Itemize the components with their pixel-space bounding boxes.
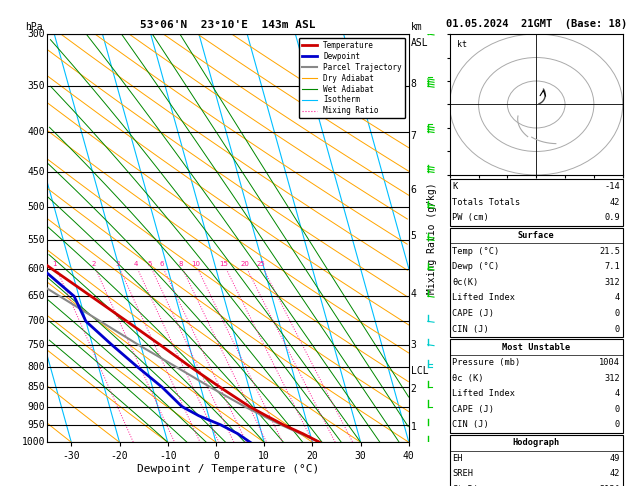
- Text: LCL: LCL: [411, 366, 428, 376]
- Text: Lifted Index: Lifted Index: [452, 389, 515, 398]
- Text: Totals Totals: Totals Totals: [452, 198, 521, 207]
- Text: 2: 2: [91, 261, 96, 267]
- Text: ASL: ASL: [411, 38, 428, 48]
- Text: 850: 850: [28, 382, 45, 392]
- Text: 800: 800: [28, 362, 45, 372]
- Text: CAPE (J): CAPE (J): [452, 405, 494, 414]
- Text: 600: 600: [28, 264, 45, 274]
- Text: Dewp (°C): Dewp (°C): [452, 262, 499, 271]
- Text: Hodograph: Hodograph: [513, 438, 560, 447]
- Text: θc(K): θc(K): [452, 278, 479, 287]
- Title: 53°06'N  23°10'E  143m ASL: 53°06'N 23°10'E 143m ASL: [140, 20, 316, 31]
- Text: 5: 5: [411, 231, 416, 242]
- Text: 42: 42: [610, 469, 620, 478]
- Text: 550: 550: [28, 235, 45, 244]
- Text: 500: 500: [28, 202, 45, 212]
- Text: 4: 4: [615, 389, 620, 398]
- Text: CIN (J): CIN (J): [452, 325, 489, 333]
- Text: 1004: 1004: [599, 358, 620, 367]
- Text: 4: 4: [133, 261, 138, 267]
- Text: 650: 650: [28, 291, 45, 301]
- Text: 42: 42: [610, 198, 620, 207]
- Text: 1: 1: [52, 261, 57, 267]
- Text: Pressure (mb): Pressure (mb): [452, 358, 521, 367]
- Text: 49: 49: [610, 454, 620, 463]
- Text: CIN (J): CIN (J): [452, 420, 489, 429]
- Text: 21.5: 21.5: [599, 247, 620, 256]
- Text: Mixing Ratio (g/kg): Mixing Ratio (g/kg): [427, 182, 437, 294]
- Text: CAPE (J): CAPE (J): [452, 309, 494, 318]
- Text: Temp (°C): Temp (°C): [452, 247, 499, 256]
- Text: 15: 15: [220, 261, 228, 267]
- Text: StmDir: StmDir: [452, 485, 484, 486]
- Text: 3: 3: [116, 261, 120, 267]
- Text: 450: 450: [28, 167, 45, 176]
- Text: -14: -14: [604, 182, 620, 191]
- Text: 4: 4: [411, 289, 416, 298]
- Text: SREH: SREH: [452, 469, 473, 478]
- Text: 5: 5: [147, 261, 152, 267]
- Text: km: km: [411, 22, 423, 32]
- Text: 300: 300: [28, 29, 45, 39]
- Text: 213°: 213°: [599, 485, 620, 486]
- Text: 350: 350: [28, 81, 45, 91]
- Text: θc (K): θc (K): [452, 374, 484, 382]
- Text: 312: 312: [604, 374, 620, 382]
- Text: Lifted Index: Lifted Index: [452, 294, 515, 302]
- Text: 900: 900: [28, 401, 45, 412]
- Text: EH: EH: [452, 454, 463, 463]
- Text: K: K: [452, 182, 457, 191]
- Text: PW (cm): PW (cm): [452, 213, 489, 222]
- Text: 312: 312: [604, 278, 620, 287]
- Text: 950: 950: [28, 420, 45, 430]
- Text: 25: 25: [257, 261, 265, 267]
- Text: 1: 1: [411, 422, 416, 432]
- Legend: Temperature, Dewpoint, Parcel Trajectory, Dry Adiabat, Wet Adiabat, Isotherm, Mi: Temperature, Dewpoint, Parcel Trajectory…: [299, 38, 405, 119]
- Text: 0: 0: [615, 420, 620, 429]
- Text: 7.1: 7.1: [604, 262, 620, 271]
- Text: Surface: Surface: [518, 231, 555, 240]
- Text: kt: kt: [457, 40, 467, 49]
- Text: 8: 8: [178, 261, 182, 267]
- Text: 750: 750: [28, 340, 45, 350]
- Text: 0: 0: [615, 325, 620, 333]
- Text: 01.05.2024  21GMT  (Base: 18): 01.05.2024 21GMT (Base: 18): [445, 19, 627, 29]
- Text: 10: 10: [191, 261, 200, 267]
- Text: 400: 400: [28, 126, 45, 137]
- Text: 0.9: 0.9: [604, 213, 620, 222]
- Text: 2: 2: [411, 384, 416, 394]
- Text: 6: 6: [159, 261, 164, 267]
- Text: Most Unstable: Most Unstable: [502, 343, 571, 351]
- Text: 0: 0: [615, 309, 620, 318]
- Text: © weatheronline.co.uk: © weatheronline.co.uk: [487, 445, 585, 454]
- Text: 7: 7: [411, 131, 416, 141]
- Text: 6: 6: [411, 185, 416, 195]
- Text: 3: 3: [411, 340, 416, 350]
- Text: 1000: 1000: [22, 437, 45, 447]
- Text: hPa: hPa: [25, 22, 43, 32]
- Text: 20: 20: [240, 261, 249, 267]
- Text: 4: 4: [615, 294, 620, 302]
- Text: 0: 0: [615, 405, 620, 414]
- Text: 700: 700: [28, 316, 45, 326]
- X-axis label: Dewpoint / Temperature (°C): Dewpoint / Temperature (°C): [137, 464, 319, 474]
- Text: 8: 8: [411, 79, 416, 89]
